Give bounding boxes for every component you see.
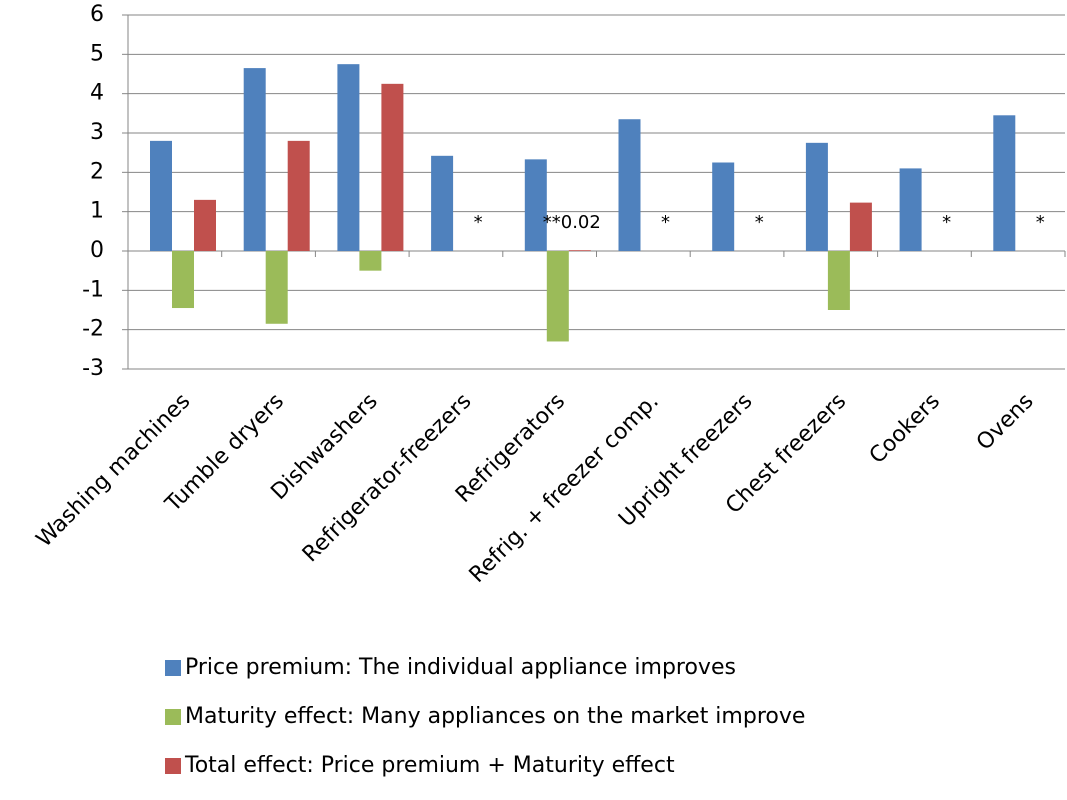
x-tick-label: Refrig. + freezer comp. bbox=[465, 389, 664, 588]
value-label: * bbox=[942, 212, 951, 233]
bar bbox=[568, 250, 591, 251]
x-tick-label: Ovens bbox=[972, 389, 1039, 456]
bar bbox=[287, 140, 310, 251]
y-tick-label: 3 bbox=[90, 120, 104, 145]
y-tick-label: 2 bbox=[90, 159, 104, 184]
legend-label: Maturity effect: Many appliances on the … bbox=[185, 704, 805, 729]
y-tick-label: -2 bbox=[82, 317, 104, 342]
x-tick-label: Cookers bbox=[865, 389, 945, 469]
bar bbox=[618, 119, 641, 251]
y-tick-label: 5 bbox=[90, 41, 104, 66]
value-label: * bbox=[1036, 212, 1045, 233]
bar bbox=[712, 162, 735, 251]
bar bbox=[524, 159, 547, 251]
y-tick-label: 0 bbox=[90, 238, 104, 263]
bar bbox=[172, 251, 194, 309]
legend-swatch bbox=[165, 709, 181, 725]
bar bbox=[194, 199, 216, 251]
bar bbox=[431, 155, 454, 251]
y-tick-label: -3 bbox=[82, 356, 104, 381]
value-label: * bbox=[474, 212, 483, 233]
x-tick-label: Refrigerator-freezers bbox=[298, 389, 476, 567]
value-label: * bbox=[755, 212, 764, 233]
bar bbox=[827, 251, 850, 310]
bar bbox=[337, 64, 360, 252]
legend-label: Price premium: The individual appliance … bbox=[185, 655, 736, 680]
bar bbox=[899, 168, 922, 251]
value-label: **0.02 bbox=[543, 212, 601, 233]
bar bbox=[150, 140, 172, 251]
y-tick-label: 1 bbox=[90, 199, 104, 224]
bar bbox=[359, 251, 382, 271]
bar bbox=[993, 115, 1016, 251]
x-tick-label: Washing machines bbox=[32, 389, 196, 553]
legend-label: Total effect: Price premium + Maturity e… bbox=[184, 753, 675, 778]
y-tick-label: 6 bbox=[90, 2, 104, 27]
y-tick-label: -1 bbox=[82, 277, 104, 302]
bar bbox=[243, 68, 266, 251]
bar bbox=[805, 142, 828, 251]
legend-swatch bbox=[165, 660, 181, 676]
y-tick-label: 4 bbox=[90, 81, 104, 106]
bar bbox=[546, 251, 569, 342]
legend-swatch bbox=[165, 758, 181, 774]
bar bbox=[849, 202, 872, 251]
value-label: * bbox=[661, 212, 670, 233]
bar bbox=[265, 251, 288, 324]
bar bbox=[381, 83, 404, 251]
